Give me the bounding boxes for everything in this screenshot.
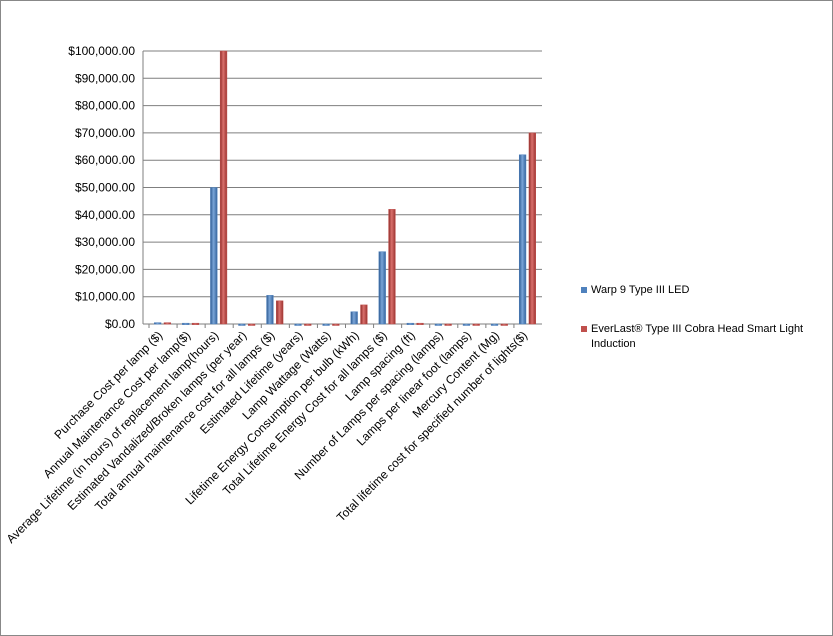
bar bbox=[266, 295, 274, 325]
legend-item: Warp 9 Type III LED bbox=[581, 283, 826, 298]
legend-label: Warp 9 Type III LED bbox=[591, 284, 690, 296]
legend-label: EverLast® Type III Cobra Head Smart Ligh… bbox=[591, 323, 804, 350]
y-tick-label: $100,000.00 bbox=[68, 44, 135, 58]
y-tick-label: $0.00 bbox=[105, 317, 135, 331]
bar bbox=[434, 323, 442, 326]
bar bbox=[219, 50, 228, 325]
bar bbox=[416, 322, 424, 325]
legend-swatch bbox=[581, 287, 587, 293]
bar bbox=[462, 323, 471, 326]
legend-swatch bbox=[581, 326, 587, 332]
bar bbox=[294, 323, 302, 326]
bar bbox=[332, 323, 340, 326]
bar bbox=[191, 322, 200, 325]
bar bbox=[238, 323, 246, 326]
legend: Warp 9 Type III LED EverLast® Type III Co… bbox=[581, 283, 826, 376]
bar bbox=[406, 322, 414, 325]
y-tick-label: $60,000.00 bbox=[75, 153, 135, 167]
bar bbox=[388, 209, 396, 325]
y-tick-label: $40,000.00 bbox=[75, 208, 135, 222]
bar bbox=[210, 187, 218, 325]
x-tick-label: Average Lifetime (in hours) of replaceme… bbox=[4, 328, 222, 546]
y-tick-label: $80,000.00 bbox=[75, 99, 135, 113]
bar bbox=[360, 304, 368, 325]
bar bbox=[518, 154, 527, 325]
y-tick-label: $90,000.00 bbox=[75, 71, 135, 85]
bar bbox=[350, 311, 358, 325]
bar bbox=[500, 323, 508, 326]
bar bbox=[490, 323, 499, 326]
y-tick-label: $70,000.00 bbox=[75, 126, 135, 140]
bar bbox=[163, 322, 172, 325]
bar bbox=[276, 300, 284, 325]
bar bbox=[528, 132, 536, 325]
y-tick-label: $50,000.00 bbox=[75, 181, 135, 195]
bar bbox=[378, 251, 386, 325]
bar bbox=[182, 322, 190, 325]
bar bbox=[304, 323, 312, 326]
bar bbox=[472, 323, 480, 326]
bar bbox=[154, 322, 162, 325]
y-tick-label: $10,000.00 bbox=[75, 290, 135, 304]
y-tick-label: $20,000.00 bbox=[75, 262, 135, 276]
bar bbox=[322, 323, 330, 326]
y-tick-label: $30,000.00 bbox=[75, 235, 135, 249]
bar bbox=[444, 323, 452, 326]
legend-item: EverLast® Type III Cobra Head Smart Ligh… bbox=[581, 322, 826, 352]
bar bbox=[248, 323, 256, 326]
